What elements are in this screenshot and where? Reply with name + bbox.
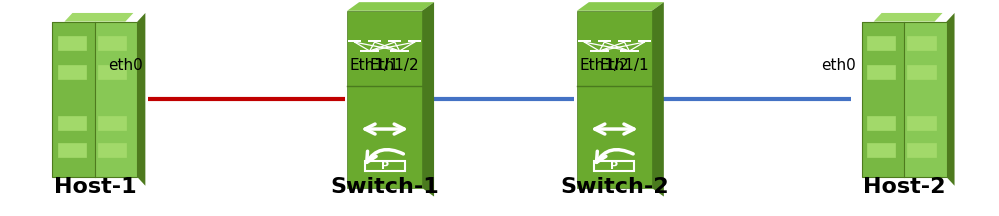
- FancyBboxPatch shape: [907, 36, 935, 50]
- FancyBboxPatch shape: [577, 11, 651, 86]
- FancyBboxPatch shape: [867, 116, 895, 130]
- Text: Switch-1: Switch-1: [331, 176, 439, 197]
- FancyBboxPatch shape: [58, 116, 86, 130]
- Text: Eth1/2: Eth1/2: [370, 59, 420, 73]
- FancyBboxPatch shape: [907, 143, 935, 157]
- Text: Eth1/1: Eth1/1: [350, 59, 400, 73]
- Polygon shape: [577, 2, 663, 11]
- Polygon shape: [873, 13, 943, 22]
- Text: eth0: eth0: [821, 59, 856, 73]
- FancyBboxPatch shape: [907, 116, 935, 130]
- FancyBboxPatch shape: [619, 50, 639, 52]
- FancyBboxPatch shape: [904, 22, 947, 177]
- Polygon shape: [947, 13, 955, 186]
- FancyBboxPatch shape: [597, 40, 611, 42]
- FancyBboxPatch shape: [867, 36, 895, 50]
- FancyBboxPatch shape: [58, 143, 86, 157]
- FancyBboxPatch shape: [617, 40, 631, 42]
- Text: eth0: eth0: [108, 59, 143, 73]
- FancyBboxPatch shape: [348, 86, 423, 188]
- FancyBboxPatch shape: [638, 40, 651, 42]
- Polygon shape: [651, 2, 663, 197]
- FancyBboxPatch shape: [861, 22, 904, 177]
- FancyBboxPatch shape: [388, 40, 401, 42]
- FancyBboxPatch shape: [98, 36, 126, 50]
- FancyBboxPatch shape: [98, 143, 126, 157]
- Polygon shape: [138, 13, 146, 186]
- FancyBboxPatch shape: [907, 65, 935, 79]
- Text: Host-1: Host-1: [54, 176, 136, 197]
- FancyBboxPatch shape: [95, 22, 138, 177]
- FancyBboxPatch shape: [98, 65, 126, 79]
- FancyBboxPatch shape: [867, 65, 895, 79]
- FancyBboxPatch shape: [368, 40, 382, 42]
- FancyBboxPatch shape: [589, 50, 609, 52]
- FancyBboxPatch shape: [390, 50, 410, 52]
- FancyBboxPatch shape: [360, 50, 380, 52]
- Text: Switch-2: Switch-2: [560, 176, 668, 197]
- FancyBboxPatch shape: [58, 36, 86, 50]
- FancyBboxPatch shape: [98, 116, 126, 130]
- FancyBboxPatch shape: [867, 143, 895, 157]
- FancyBboxPatch shape: [348, 11, 423, 86]
- Text: Eth1/1: Eth1/1: [599, 59, 649, 73]
- FancyBboxPatch shape: [348, 40, 362, 42]
- Polygon shape: [422, 2, 434, 197]
- Polygon shape: [64, 13, 134, 22]
- Text: Host-2: Host-2: [863, 176, 945, 197]
- FancyBboxPatch shape: [577, 40, 591, 42]
- Text: P: P: [381, 160, 389, 171]
- FancyBboxPatch shape: [58, 65, 86, 79]
- FancyBboxPatch shape: [52, 22, 95, 177]
- Text: Eth1/2: Eth1/2: [579, 59, 629, 73]
- FancyBboxPatch shape: [577, 86, 651, 188]
- FancyBboxPatch shape: [408, 40, 422, 42]
- Text: P: P: [610, 160, 618, 171]
- Polygon shape: [348, 2, 434, 11]
